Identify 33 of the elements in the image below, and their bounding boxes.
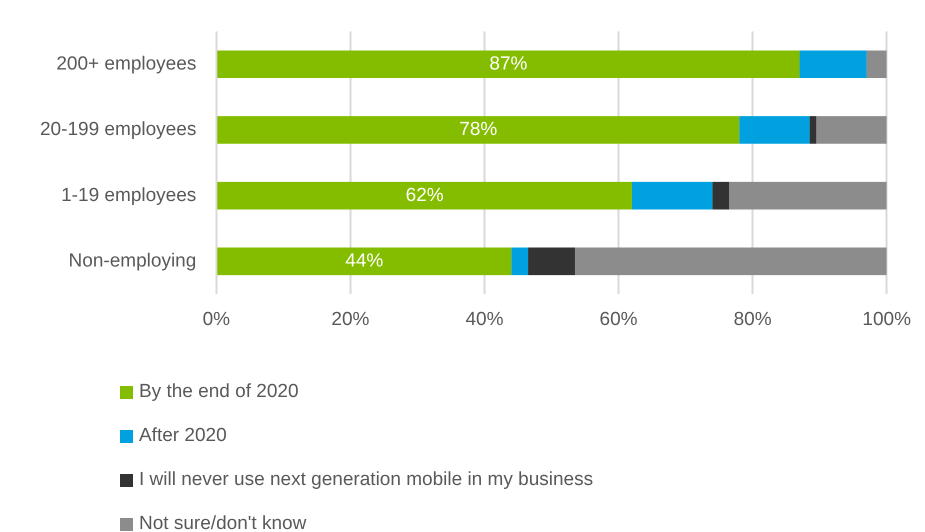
bar bbox=[632, 182, 712, 210]
y-tick-label: 1-19 employees bbox=[61, 184, 196, 206]
bar bbox=[866, 50, 887, 78]
y-tick-label: Non-employing bbox=[68, 250, 196, 272]
bar bbox=[217, 116, 740, 144]
data-label: 44% bbox=[345, 250, 384, 272]
x-tick-label: 80% bbox=[734, 308, 772, 330]
data-label: 87% bbox=[489, 53, 528, 74]
y-tick-label: 20-199 employees bbox=[40, 119, 196, 140]
x-tick-label: 60% bbox=[600, 308, 638, 330]
y-tick-label: 200+ employees bbox=[56, 53, 196, 74]
bar bbox=[816, 116, 887, 144]
bar bbox=[739, 116, 810, 144]
bar bbox=[217, 182, 632, 210]
bar bbox=[217, 248, 512, 276]
data-label: 78% bbox=[459, 119, 498, 140]
legend-label: After 2020 bbox=[139, 425, 227, 447]
x-tick-label: 0% bbox=[202, 308, 230, 330]
bar bbox=[800, 50, 867, 78]
bar bbox=[511, 248, 528, 276]
legend-label: Not sure/don't know bbox=[139, 513, 306, 532]
x-tick-label: 40% bbox=[465, 308, 504, 330]
bar bbox=[528, 248, 575, 276]
data-label: 62% bbox=[406, 184, 444, 206]
bar bbox=[810, 116, 816, 144]
x-tick-label: 100% bbox=[862, 308, 912, 330]
x-tick-label: 20% bbox=[331, 308, 370, 330]
bar bbox=[217, 50, 800, 78]
legend-label: By the end of 2020 bbox=[139, 381, 299, 403]
legend-label: I will never use next generation mobile in my business bbox=[139, 469, 594, 491]
bar bbox=[712, 182, 730, 210]
bar bbox=[574, 248, 887, 276]
bar bbox=[729, 182, 887, 210]
